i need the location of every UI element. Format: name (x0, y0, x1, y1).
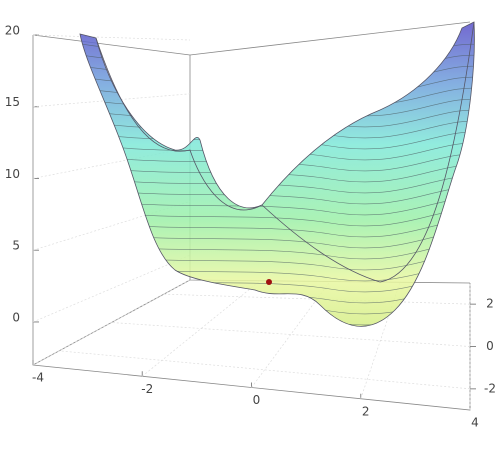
x-tick-label: 2 (362, 404, 370, 418)
contour-line (80, 171, 475, 194)
z-tick-label: 20 (5, 24, 20, 38)
y-tick-label: 2 (486, 297, 494, 311)
contour-line (80, 303, 475, 326)
contour-line (80, 314, 475, 327)
grid-line (32, 34, 191, 41)
contour-line (80, 149, 475, 172)
grid-line (59, 350, 471, 390)
z-tick-label: 10 (5, 167, 20, 181)
contour-line (80, 50, 475, 73)
x-tick-label: 0 (253, 393, 261, 407)
z-tick-label: 5 (12, 239, 20, 253)
contour-line (80, 292, 475, 315)
contour-line (80, 160, 475, 183)
surface (79, 21, 475, 327)
contour-line (80, 127, 475, 150)
contour-line (80, 39, 475, 62)
y-tick-label: 0 (486, 339, 494, 353)
y-tick-label: -2 (484, 381, 496, 395)
surface-edge (95, 21, 475, 283)
contour-line (80, 182, 475, 205)
x-tick-label: 4 (471, 416, 479, 430)
z-tick-label: 15 (5, 95, 20, 109)
contour-line (80, 138, 475, 161)
x-tick-label: -4 (32, 371, 44, 385)
minimum-point (266, 279, 272, 285)
x-tick-label: -2 (141, 382, 153, 396)
grid-line (32, 254, 191, 323)
z-tick-label: 0 (12, 310, 20, 324)
